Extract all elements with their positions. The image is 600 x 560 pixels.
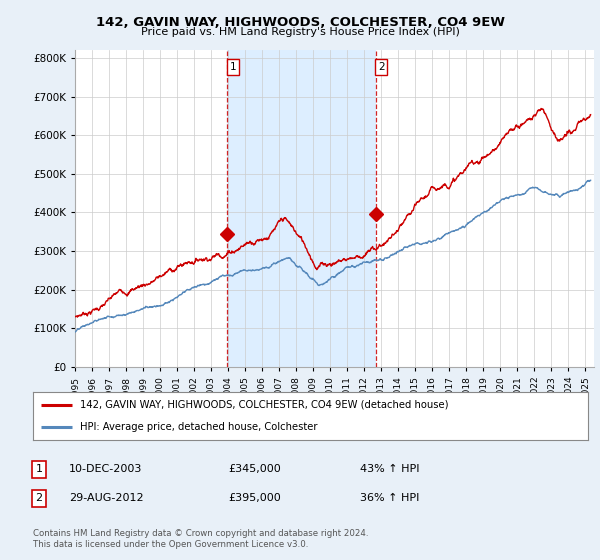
Text: Contains HM Land Registry data © Crown copyright and database right 2024.
This d: Contains HM Land Registry data © Crown c… <box>33 529 368 549</box>
Text: £345,000: £345,000 <box>228 464 281 474</box>
Text: Price paid vs. HM Land Registry's House Price Index (HPI): Price paid vs. HM Land Registry's House … <box>140 27 460 37</box>
Text: 10-DEC-2003: 10-DEC-2003 <box>69 464 142 474</box>
Text: HPI: Average price, detached house, Colchester: HPI: Average price, detached house, Colc… <box>80 422 317 432</box>
Text: 142, GAVIN WAY, HIGHWOODS, COLCHESTER, CO4 9EW: 142, GAVIN WAY, HIGHWOODS, COLCHESTER, C… <box>95 16 505 29</box>
Text: 142, GAVIN WAY, HIGHWOODS, COLCHESTER, CO4 9EW (detached house): 142, GAVIN WAY, HIGHWOODS, COLCHESTER, C… <box>80 400 449 410</box>
Bar <box>227 50 376 367</box>
Text: 36% ↑ HPI: 36% ↑ HPI <box>360 493 419 503</box>
Text: £395,000: £395,000 <box>228 493 281 503</box>
Text: 43% ↑ HPI: 43% ↑ HPI <box>360 464 419 474</box>
Text: 29-AUG-2012: 29-AUG-2012 <box>69 493 143 503</box>
Text: 2: 2 <box>35 493 43 503</box>
Text: 1: 1 <box>35 464 43 474</box>
Text: 1: 1 <box>230 62 236 72</box>
Text: 2: 2 <box>378 62 385 72</box>
